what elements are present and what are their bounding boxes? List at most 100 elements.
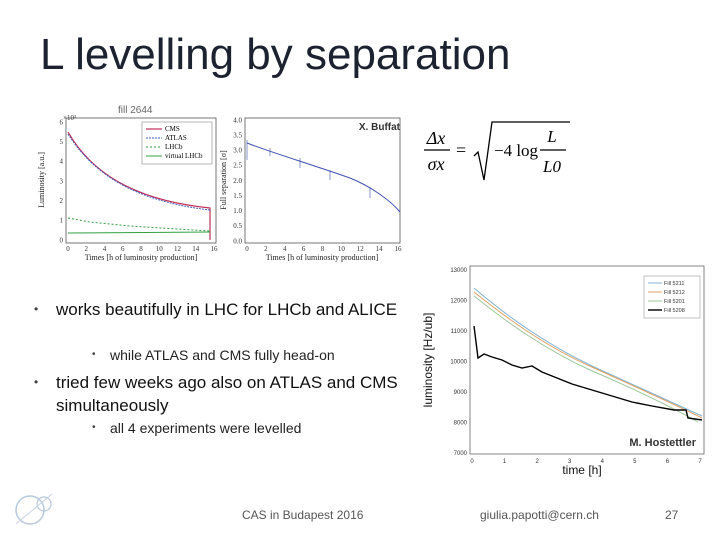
lt-yticks-label: 4	[60, 158, 64, 166]
lt-yticks-label: 6	[60, 118, 64, 126]
legend-fill-5211: Fill 5211	[664, 281, 684, 287]
lt-xticks-label: 4	[103, 245, 107, 253]
rt-xticks-label: 10	[338, 245, 346, 253]
fr-xticks-label: 7	[698, 459, 702, 465]
rt-xticks-label: 4	[283, 245, 287, 253]
bullet-dot-icon: •	[34, 375, 39, 389]
luminosity-fills-figure: 13000 12000 11000 10000 9000 8000 7000 0 1 2 3 4 5 6…	[421, 265, 705, 477]
rt-xticks-label: 12	[357, 245, 365, 253]
fr-xticks-label: 3	[568, 459, 572, 465]
lt-xticks-label: 14	[192, 245, 200, 253]
fr-xticks-label: 5	[633, 459, 637, 465]
right-xlabel: Times [h of luminosity production]	[266, 253, 379, 262]
right-yticks: 4.0 3.5 3.0 2.5 2.0 1.5 1.0 0.5 0.0	[233, 116, 242, 245]
fills-yticks: 13000 12000 11000 10000 9000 8000 7000	[450, 268, 467, 457]
legend-atlas: ATLAS	[165, 134, 187, 142]
atlas-curve	[67, 133, 211, 211]
legend-fill-5208: Fill 5208	[664, 308, 685, 314]
luminosity-separation-figure: fill 2644 ×10³ 6 5 4 3 2 10 0 2 4 6 8 10 12 14 16 Lum…	[37, 105, 402, 262]
rt-xticks-label: 14	[376, 245, 384, 253]
fills-xlabel: time [h]	[562, 463, 601, 477]
cms-curve	[67, 131, 211, 240]
lt-yticks-label: 5	[60, 138, 64, 146]
cern-logo-icon	[15, 493, 53, 525]
fr-xticks-label: 1	[503, 459, 507, 465]
legend-cms: CMS	[165, 125, 180, 133]
rt-yticks-label: 3.0	[233, 147, 242, 155]
fills-xticks: 0 1 2 3 4 5 6 7	[470, 459, 702, 465]
formula-rhs-coeff: −4 log	[494, 141, 539, 160]
fill-5211-curve	[473, 287, 703, 417]
lt-xticks-label: 10	[156, 245, 164, 253]
left-ylabel: Luminosity [a.u.]	[37, 152, 46, 208]
rt-yticks-label: 2.5	[233, 162, 242, 170]
lt-xticks-label: 2	[85, 245, 89, 253]
formula-rhs-den: L0	[542, 157, 561, 176]
credit-buffat: X. Buffat	[359, 122, 401, 133]
fr-xticks-label: 6	[666, 459, 670, 465]
lt-yticks-label: 3	[60, 177, 64, 185]
rt-xticks-label: 16	[395, 245, 403, 253]
legend-fill-5212: Fill 5212	[664, 290, 685, 296]
fr-xticks-label: 0	[470, 459, 474, 465]
fr-yticks-label: 12000	[450, 299, 467, 305]
rt-yticks-label: 2.0	[233, 177, 242, 185]
left-exponent: ×10³	[63, 114, 76, 122]
lt-xticks-label: 16	[211, 245, 219, 253]
right-xticks: 0 2 4 6 8 10 12 14 16	[245, 245, 402, 253]
footer-email: giulia.papotti@cern.ch	[480, 508, 599, 522]
subbullet-1-text: while ATLAS and CMS fully head-on	[110, 347, 335, 363]
subbullet-1: • while ATLAS and CMS fully head-on	[92, 346, 335, 364]
sqrt-sign	[473, 121, 570, 181]
footer-conference: CAS in Budapest 2016	[242, 508, 364, 522]
rt-xticks-label: 6	[302, 245, 306, 253]
left-yticks: 6 5 4 3 2 1 0	[60, 118, 64, 244]
lt-xticks-label: 8	[139, 245, 143, 253]
bullet-dot-icon: •	[34, 302, 39, 316]
rt-xticks-label: 0	[245, 245, 249, 253]
bullet-2-text: tried few weeks ago also on ATLAS and CM…	[56, 373, 398, 415]
rt-yticks-label: 0.5	[233, 222, 242, 230]
fr-yticks-label: 8000	[454, 421, 468, 427]
fr-yticks-label: 7000	[454, 451, 468, 457]
legend-virtual-lhcb: virtual LHCb	[165, 152, 203, 160]
lt-xticks-label: 6	[121, 245, 125, 253]
bullet-1-text: works beautifully in LHC for LHCb and AL…	[56, 300, 398, 319]
fr-yticks-label: 13000	[450, 268, 467, 274]
virtual-lhcb-curve	[67, 231, 211, 234]
formula-equals: =	[456, 140, 466, 160]
fr-yticks-label: 9000	[454, 390, 468, 396]
credit-hostettler: M. Hostettler	[629, 437, 696, 449]
subbullet-2-text: all 4 experiments were levelled	[110, 420, 302, 436]
fill-5208-curve	[473, 325, 703, 421]
formula-lhs-den: σx	[428, 154, 445, 174]
lt-yticks-label: 0	[60, 236, 64, 244]
bullet-1: • works beautifully in LHC for LHCb and …	[34, 298, 416, 321]
separation-formula: Δx σx = −4 log L L0	[424, 121, 570, 181]
lt-yticks-label: 2	[60, 197, 64, 205]
rt-yticks-label: 4.0	[233, 116, 242, 124]
fr-xticks-label: 2	[535, 459, 539, 465]
rt-yticks-label: 1.0	[233, 207, 242, 215]
right-panel-frame	[244, 117, 401, 244]
rt-xticks-label: 8	[321, 245, 325, 253]
fill-5212-curve	[473, 291, 703, 419]
lt-xticks-label: 0	[66, 245, 70, 253]
subbullet-2: • all 4 experiments were levelled	[92, 419, 302, 437]
fr-yticks-label: 11000	[451, 329, 468, 335]
right-ylabel: Full separation [σ]	[219, 150, 228, 210]
fr-xticks-label: 4	[601, 459, 605, 465]
rt-yticks-label: 3.5	[233, 131, 242, 139]
separation-curve	[246, 142, 401, 213]
fill-label: fill 2644	[118, 105, 153, 116]
fills-ylabel: luminosity [Hz/ub]	[421, 313, 435, 408]
subbullet-dot-icon: •	[92, 422, 96, 433]
legend-lhcb: LHCb	[165, 143, 183, 151]
fr-yticks-label: 10000	[450, 360, 467, 366]
formula-lhs-num: Δx	[426, 128, 446, 148]
slide-title: L levelling by separation	[40, 30, 511, 79]
bullet-2: • tried few weeks ago also on ATLAS and …	[34, 371, 416, 417]
formula-rhs-num: L	[546, 127, 556, 146]
fill-5201-curve	[473, 295, 699, 423]
rt-xticks-label: 2	[264, 245, 268, 253]
